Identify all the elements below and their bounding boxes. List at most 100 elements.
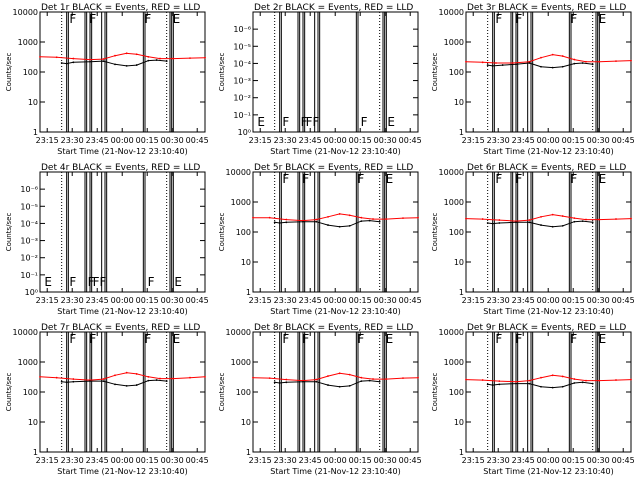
flag-label: F [282, 172, 289, 186]
series-point-lld [481, 218, 484, 220]
series-point-events [591, 382, 594, 385]
y-tick-label: 1 [246, 448, 251, 457]
series-point-events [60, 62, 63, 64]
x-tick-label: 23:15 [462, 136, 485, 145]
series-point-lld [561, 375, 564, 378]
series-point-lld [360, 216, 363, 219]
flag-label: F [144, 12, 151, 26]
series-point-lld [630, 378, 632, 381]
flag-label: E [599, 12, 607, 26]
flag-label: F [515, 332, 522, 346]
plot-title: Det 1r BLACK = Events, RED = LLD [41, 3, 200, 13]
series-point-lld [498, 219, 501, 221]
x-tick-label: 00:00 [324, 136, 347, 145]
y-tick-label: 100 [449, 68, 464, 77]
plot-title: Det 5r BLACK = Events, RED = LLD [254, 163, 413, 173]
x-tick-label: 23:15 [249, 456, 272, 465]
plot-title: Det 6r BLACK = Events, RED = LLD [467, 163, 626, 173]
plot-title: Det 4r BLACK = Events, RED = LLD [41, 163, 200, 173]
y-tick-label: 10⁻⁴ [20, 219, 38, 228]
y-axis-label: Counts/sec [218, 373, 226, 412]
x-tick-label: 23:30 [487, 136, 510, 145]
y-tick-label: 10 [454, 418, 464, 427]
x-tick-label: 00:00 [324, 296, 347, 305]
flag-label: F [495, 172, 502, 186]
series-point-lld [598, 379, 601, 382]
flag-label: F [570, 332, 577, 346]
x-tick-label: 23:45 [299, 136, 322, 145]
series-point-events [540, 65, 542, 68]
x-tick-label: 00:15 [349, 296, 372, 305]
series-point-lld [573, 217, 576, 220]
series-point-lld [125, 52, 128, 55]
series-point-lld [125, 371, 128, 374]
y-tick-label: 10⁻⁴ [233, 59, 251, 68]
y-tick-label: 10000 [439, 328, 464, 337]
x-tick-label: 23:15 [249, 136, 272, 145]
flag-label: F [570, 172, 577, 186]
flag-label: E [173, 332, 181, 346]
series-point-events [89, 60, 91, 63]
series-point-lld [360, 376, 363, 379]
series-line-lld [39, 52, 206, 61]
series-point-events [155, 379, 158, 381]
series-point-lld [561, 55, 564, 57]
series-point-lld [402, 377, 404, 380]
series-point-lld [135, 53, 138, 56]
x-tick-label: 00:15 [562, 456, 585, 465]
series-point-events [114, 63, 116, 66]
y-tick-label: 1 [459, 288, 464, 297]
x-tick-label: 00:45 [612, 136, 635, 145]
y-tick-label: 10000 [13, 8, 38, 17]
x-tick-label: 00:15 [136, 136, 159, 145]
series-point-lld [72, 57, 75, 60]
series-point-lld [327, 215, 329, 218]
x-tick-label: 00:30 [161, 456, 184, 465]
plot-frame [465, 171, 632, 293]
y-tick-label: 1 [246, 288, 251, 297]
series-point-events [581, 381, 584, 384]
series-point-events [165, 380, 168, 383]
plot-title: Det 3r BLACK = Events, RED = LLD [467, 3, 626, 13]
series-point-events [147, 59, 150, 62]
y-tick-label: 10 [241, 418, 251, 427]
y-tick-label: 1000 [231, 198, 251, 207]
series-point-lld [585, 60, 587, 63]
x-tick-label: 00:45 [399, 456, 422, 465]
x-tick-label: 00:45 [186, 456, 209, 465]
series-point-events [486, 64, 489, 66]
series-point-lld [338, 372, 341, 375]
series-point-events [72, 380, 75, 383]
series-point-lld [348, 373, 351, 376]
x-axis-label: Start Time (21-Nov-12 23:10:40) [57, 467, 187, 476]
series-point-lld [498, 380, 501, 383]
plot-title: Det 9r BLACK = Events, RED = LLD [467, 323, 626, 333]
flag-label: F [69, 275, 76, 289]
series-line-lld [253, 213, 419, 222]
series-point-lld [268, 377, 271, 380]
flag-label: F [302, 172, 309, 186]
series-point-lld [465, 217, 467, 220]
y-tick-label: 10000 [226, 168, 251, 177]
plot-frame [39, 171, 206, 293]
flag-label: F [89, 332, 96, 346]
series-point-lld [528, 60, 531, 63]
x-tick-label: 00:00 [111, 136, 134, 145]
y-axis-label: Counts/sec [431, 53, 439, 92]
plot-frame [252, 11, 419, 133]
flag-label: F [301, 115, 308, 129]
x-tick-label: 00:45 [399, 136, 422, 145]
series-line-lld [465, 54, 632, 64]
plot-frame [465, 11, 632, 133]
y-tick-label: 1000 [444, 358, 464, 367]
series-point-events [278, 222, 281, 224]
x-tick-label: 23:45 [512, 456, 535, 465]
series-point-events [486, 383, 489, 386]
y-tick-label: 10000 [13, 328, 38, 337]
series-point-lld [135, 373, 138, 375]
series-point-lld [204, 375, 206, 378]
